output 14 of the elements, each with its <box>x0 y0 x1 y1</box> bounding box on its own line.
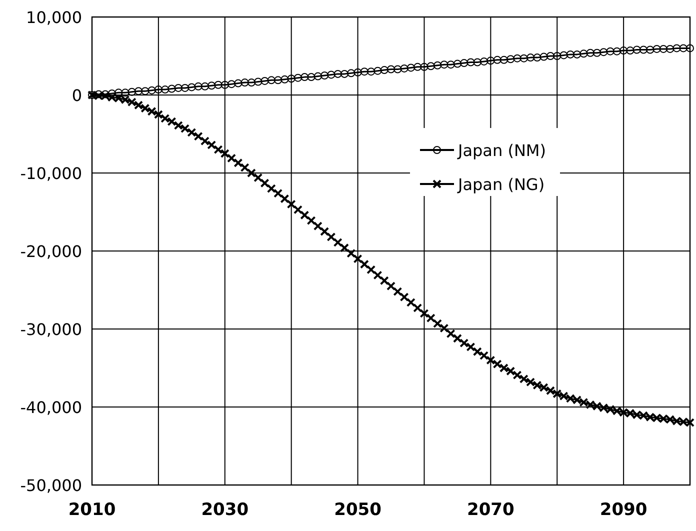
y-tick-label: -20,000 <box>20 242 82 261</box>
y-tick-label: -30,000 <box>20 320 82 339</box>
x-tick-label: 2030 <box>201 500 249 520</box>
x-tick-label: 2010 <box>68 500 116 520</box>
y-tick-label: -50,000 <box>20 476 82 495</box>
x-tick-label: 2090 <box>600 500 648 520</box>
x-tick-label: 2070 <box>467 500 514 520</box>
y-tick-label: 10,000 <box>26 8 82 27</box>
legend-label: Japan (NM) <box>457 141 546 160</box>
y-tick-label: 0 <box>72 86 82 105</box>
legend-label: Japan (NG) <box>457 175 545 194</box>
x-tick-label: 2050 <box>334 500 382 520</box>
y-tick-label: -10,000 <box>20 164 82 183</box>
y-tick-label: -40,000 <box>20 398 82 417</box>
